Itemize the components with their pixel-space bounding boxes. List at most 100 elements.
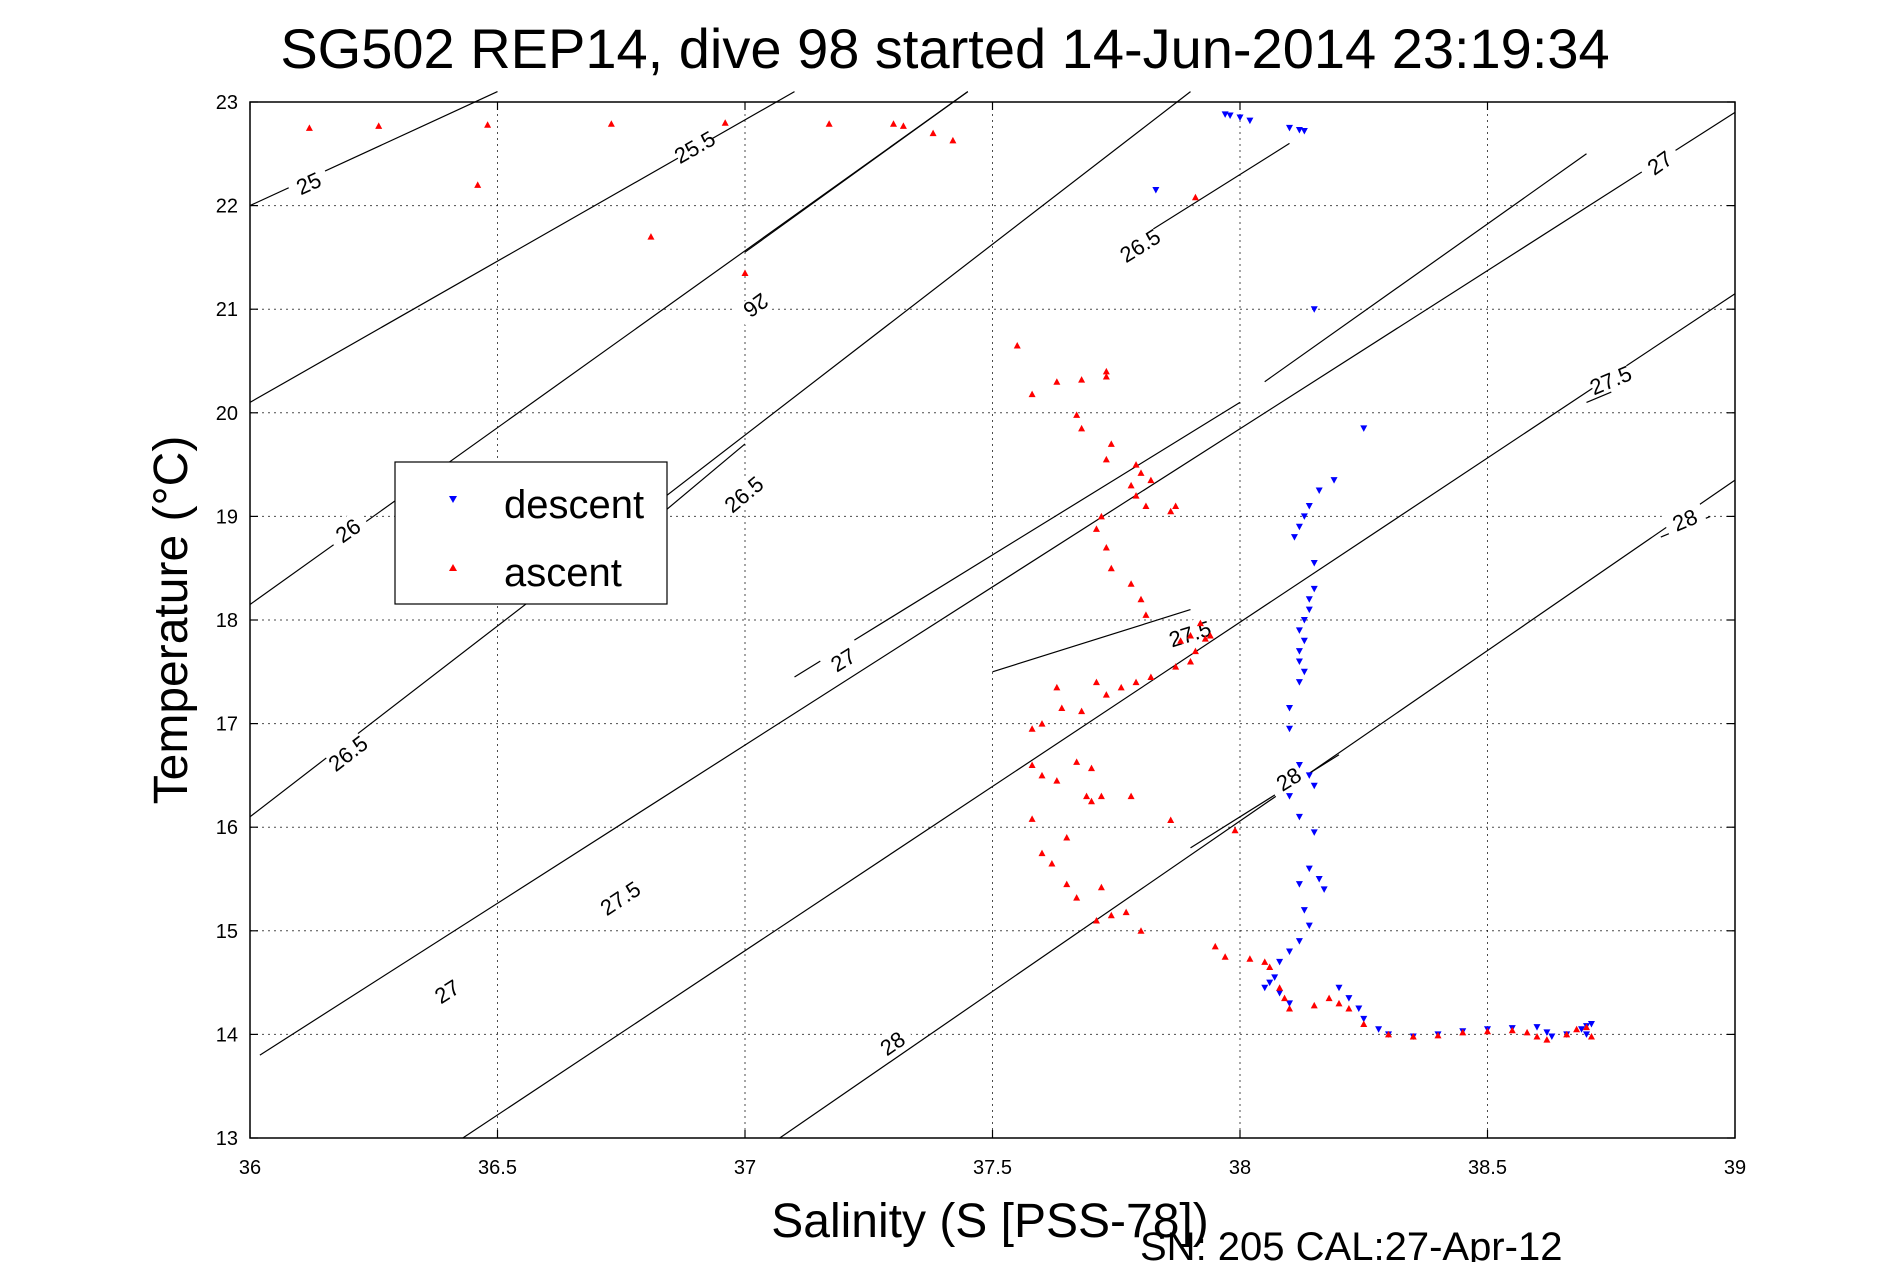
ascent-point bbox=[1276, 984, 1284, 991]
descent-point bbox=[1310, 560, 1318, 567]
ascent-point bbox=[899, 122, 907, 129]
y-tick-label: 15 bbox=[216, 921, 238, 943]
ascent-point bbox=[1335, 999, 1343, 1007]
ascent-point bbox=[607, 120, 615, 127]
ascent-point bbox=[1102, 455, 1110, 463]
isopycnal-label-bg bbox=[1116, 224, 1163, 265]
ascent-point bbox=[1102, 543, 1110, 551]
isopycnal-label-bg bbox=[324, 508, 370, 551]
ascent-point bbox=[1583, 1023, 1590, 1031]
isopycnal-label-bg bbox=[324, 731, 370, 774]
ascent-point bbox=[1063, 834, 1071, 841]
ascent-point bbox=[1078, 707, 1086, 715]
ascent-point bbox=[1073, 894, 1081, 901]
ascent-point bbox=[375, 122, 383, 129]
ascent-point bbox=[1266, 963, 1274, 971]
ascent-point bbox=[1196, 619, 1204, 627]
ascent-point bbox=[929, 129, 937, 137]
ascent-point bbox=[1088, 797, 1095, 805]
ascent-point bbox=[305, 124, 313, 131]
descent-point bbox=[1345, 995, 1353, 1002]
ascent-point bbox=[1132, 461, 1140, 468]
descent-point bbox=[1355, 1005, 1363, 1012]
descent-point bbox=[1295, 627, 1303, 634]
descent-point bbox=[1543, 1029, 1551, 1036]
x-tick-label: 38 bbox=[1229, 1157, 1251, 1179]
ascent-point bbox=[1028, 725, 1036, 732]
ascent-point bbox=[1053, 378, 1061, 385]
ascent-point bbox=[484, 121, 492, 128]
descent-point bbox=[1305, 772, 1313, 779]
descent-point bbox=[1300, 128, 1308, 135]
descent-point bbox=[1548, 1033, 1556, 1040]
ascent-point bbox=[1142, 502, 1150, 510]
ascent-point bbox=[1543, 1036, 1551, 1043]
ascent-point bbox=[721, 119, 729, 126]
ascent-point bbox=[1102, 373, 1110, 380]
ascent-point bbox=[1038, 771, 1046, 779]
isopycnal-line bbox=[1140, 142, 1290, 238]
isopycnal-line bbox=[779, 479, 1736, 1139]
isopycnal-line bbox=[249, 91, 969, 605]
y-tick-label: 21 bbox=[216, 299, 238, 321]
descent-point bbox=[1295, 658, 1303, 665]
ascent-point bbox=[1409, 1032, 1417, 1040]
ascent-point bbox=[1107, 440, 1115, 447]
isopycnal-line bbox=[259, 111, 1736, 1056]
ascent-point bbox=[1191, 647, 1199, 655]
ascent-point bbox=[1092, 916, 1100, 924]
descent-point bbox=[1360, 425, 1368, 432]
isopycnal-label-bg bbox=[869, 1021, 915, 1063]
x-tick-label: 36.5 bbox=[478, 1157, 517, 1179]
isopycnal-line bbox=[462, 293, 1736, 1139]
ascent-point bbox=[1053, 777, 1061, 784]
ascent-point bbox=[1102, 367, 1110, 375]
ascent-point bbox=[1137, 469, 1145, 476]
ascent-point bbox=[1097, 792, 1105, 800]
descent-point bbox=[1335, 984, 1343, 992]
ascent-point bbox=[890, 120, 897, 127]
descent-point bbox=[1152, 187, 1160, 194]
ascent-point bbox=[1172, 502, 1180, 510]
y-axis-label: Temperature (°C) bbox=[145, 436, 198, 805]
ascent-point bbox=[1508, 1026, 1516, 1034]
descent-point bbox=[1305, 865, 1313, 873]
isopycnal-label-bg bbox=[285, 163, 331, 201]
descent-point bbox=[1583, 1031, 1590, 1038]
descent-point bbox=[1300, 637, 1308, 645]
ascent-point bbox=[1028, 761, 1036, 769]
descent-point bbox=[1271, 974, 1279, 981]
y-tick-label: 20 bbox=[216, 403, 238, 425]
isopycnal-line bbox=[744, 91, 969, 253]
ascent-point bbox=[1167, 507, 1175, 515]
descent-point bbox=[1266, 979, 1274, 987]
descent-point bbox=[1310, 782, 1318, 790]
ascent-point bbox=[1206, 632, 1214, 639]
x-tick-label: 38.5 bbox=[1468, 1157, 1507, 1179]
ascent-point bbox=[1573, 1025, 1581, 1033]
x-tick-label: 36 bbox=[239, 1157, 261, 1179]
ascent-point bbox=[1078, 376, 1086, 383]
ascent-point bbox=[1038, 720, 1046, 727]
calibration-footer: SN: 205 CAL:27-Apr-12 bbox=[1140, 1225, 1562, 1262]
ascent-point bbox=[1325, 994, 1333, 1002]
ascent-point bbox=[1286, 1005, 1293, 1012]
isopycnal-line bbox=[992, 609, 1191, 673]
x-tick-label: 37 bbox=[734, 1157, 756, 1179]
ascent-point bbox=[1048, 859, 1056, 867]
legend-box bbox=[394, 461, 668, 605]
ascent-point bbox=[1563, 1030, 1571, 1038]
ascent-point bbox=[1587, 1032, 1595, 1040]
descent-point bbox=[1310, 585, 1318, 593]
legend-marker-descent bbox=[449, 496, 457, 503]
descent-point bbox=[1276, 958, 1284, 966]
isopycnal-label-bg bbox=[819, 638, 866, 679]
ascent-point bbox=[1533, 1032, 1541, 1040]
descent-point bbox=[1533, 1024, 1541, 1031]
descent-point bbox=[1286, 1000, 1293, 1007]
descent-point bbox=[1295, 881, 1303, 888]
descent-point bbox=[1587, 1021, 1595, 1028]
ascent-point bbox=[1013, 341, 1021, 349]
isopycnal-label-bg bbox=[596, 876, 643, 918]
